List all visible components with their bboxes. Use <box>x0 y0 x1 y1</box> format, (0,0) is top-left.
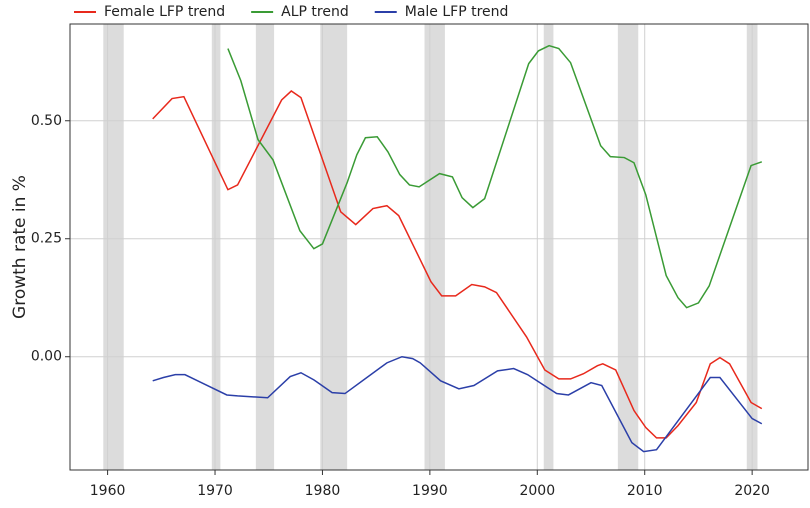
shaded-range <box>255 24 275 470</box>
series-line <box>227 44 763 309</box>
shaded-range <box>211 24 221 470</box>
legend-item: ALP trend <box>251 4 349 20</box>
series-line <box>152 355 763 453</box>
y-tick-label: 0.50 <box>31 113 62 129</box>
legend-label: Female LFP trend <box>104 4 225 20</box>
legend-label: Male LFP trend <box>405 4 509 20</box>
shaded-range <box>617 24 639 470</box>
y-tick-label: 0.00 <box>31 349 62 365</box>
x-tick-label: 1960 <box>90 483 126 499</box>
legend-item: Female LFP trend <box>74 4 225 20</box>
shaded-range <box>103 24 124 470</box>
shaded-range <box>320 24 348 470</box>
x-tick-label: 1980 <box>305 483 341 499</box>
x-tick-label: 1990 <box>412 483 448 499</box>
x-tick-label: 2000 <box>519 483 555 499</box>
series-line <box>152 90 763 439</box>
x-tick-label: 2010 <box>627 483 663 499</box>
legend-item: Male LFP trend <box>374 4 509 20</box>
x-tick-label: 2020 <box>734 483 770 499</box>
x-tick-label: 1970 <box>197 483 233 499</box>
legend-label: ALP trend <box>281 4 349 20</box>
shaded-range <box>543 24 554 470</box>
plot-frame <box>69 23 809 471</box>
shaded-range <box>424 24 445 470</box>
y-axis-label: Growth rate in % <box>10 175 30 319</box>
y-tick-label: 0.25 <box>31 231 62 247</box>
